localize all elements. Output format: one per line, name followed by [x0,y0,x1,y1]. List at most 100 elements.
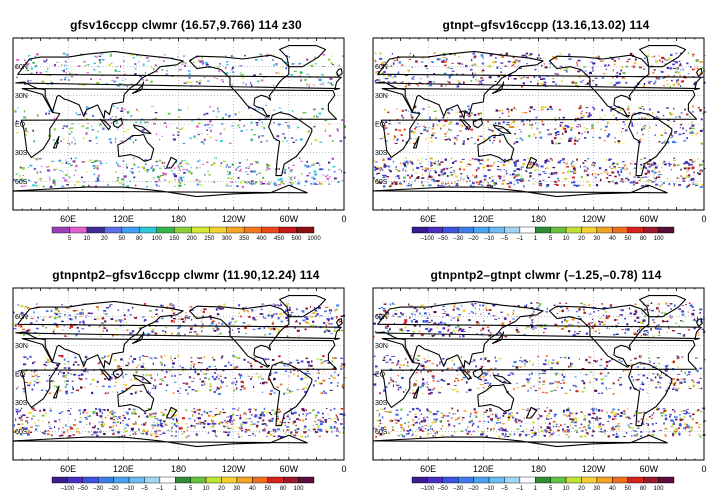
field-cell [655,325,658,327]
field-cell [293,420,296,423]
field-cell [571,182,573,184]
field-cell [287,127,291,129]
field-cell [532,364,534,366]
field-cell [68,142,70,146]
field-cell [261,58,263,61]
field-cell [145,422,147,424]
field-cell [217,374,219,376]
field-cell [102,330,104,333]
field-cell [321,421,325,423]
field-cell [625,431,628,434]
field-cell [690,131,694,134]
field-cell [693,160,696,163]
field-cell [81,161,85,163]
field-cell [132,56,135,59]
field-cell [141,78,144,81]
colorbar-label: –50 [78,486,89,492]
field-cell [518,67,522,70]
field-cell [314,421,317,423]
field-cell [295,359,299,362]
field-cell [108,379,112,381]
field-cell [197,118,200,120]
field-cell [642,383,645,386]
field-cell [330,62,333,65]
field-cell [189,331,192,333]
field-cell [414,128,417,130]
field-cell [150,80,153,83]
field-cell [529,119,531,122]
colorbar-label: 1000 [307,236,321,242]
field-cell [48,392,52,394]
field-cell [65,424,67,427]
colorbar-label: 100 [654,236,665,242]
field-cell [538,54,540,57]
field-cell [699,61,703,63]
coastline [131,81,145,94]
field-cell [192,61,195,63]
field-cell [535,122,537,124]
field-cell [252,386,255,388]
field-cell [591,127,594,130]
colorbar-swatch [581,226,598,234]
field-cell [79,315,83,317]
field-cell [682,132,685,135]
field-cell [20,426,23,429]
field-cell [680,112,683,114]
field-cell [488,76,492,79]
field-cell [45,74,49,77]
field-cell [116,84,120,87]
gridlines [373,38,704,210]
field-cell [163,60,165,62]
field-cell [268,311,272,313]
field-cell [490,175,494,178]
field-cell [560,69,562,71]
field-cell [101,418,104,420]
field-cell [484,139,486,142]
field-cell [245,333,248,334]
field-cell [643,83,646,86]
field-cell [610,108,614,111]
field-cell [328,134,332,137]
colorbar-label: 40 [609,236,616,242]
lat-label: 60N [15,314,28,321]
field-cell [520,131,522,133]
field-cell [646,180,650,182]
field-cell [469,415,471,418]
field-cell [261,303,265,305]
field-cell [468,115,471,118]
field-cell [90,78,92,80]
field-cell [555,372,558,374]
field-cell [480,81,482,84]
field-cell [633,62,637,64]
field-cell [290,178,293,181]
field-cell [229,421,231,423]
field-cell [175,161,177,163]
field-cell [410,183,413,186]
field-cell [93,160,97,163]
field-cell [440,170,443,173]
field-cell [147,335,149,337]
field-cell [109,411,112,414]
field-cell [48,426,51,428]
field-cell [314,432,317,434]
field-cell [50,309,53,312]
field-cell [180,178,183,181]
field-cell [466,114,469,116]
colorbar-label: 80 [640,236,647,242]
field-cell [477,387,480,389]
field-cell [141,433,144,435]
field-cell [178,68,182,71]
field-cell [496,168,499,170]
field-cell [24,59,26,62]
field-cell [70,392,74,394]
field-cell [48,316,51,318]
field-cell [580,81,583,83]
field-cell [297,182,301,185]
colorbar-label: 10 [563,236,570,242]
field-cell [222,425,226,427]
field-cell [216,77,218,79]
field-cell [526,171,529,173]
field-cell [491,130,494,132]
field-cell [341,385,344,388]
field-cell [404,174,406,176]
